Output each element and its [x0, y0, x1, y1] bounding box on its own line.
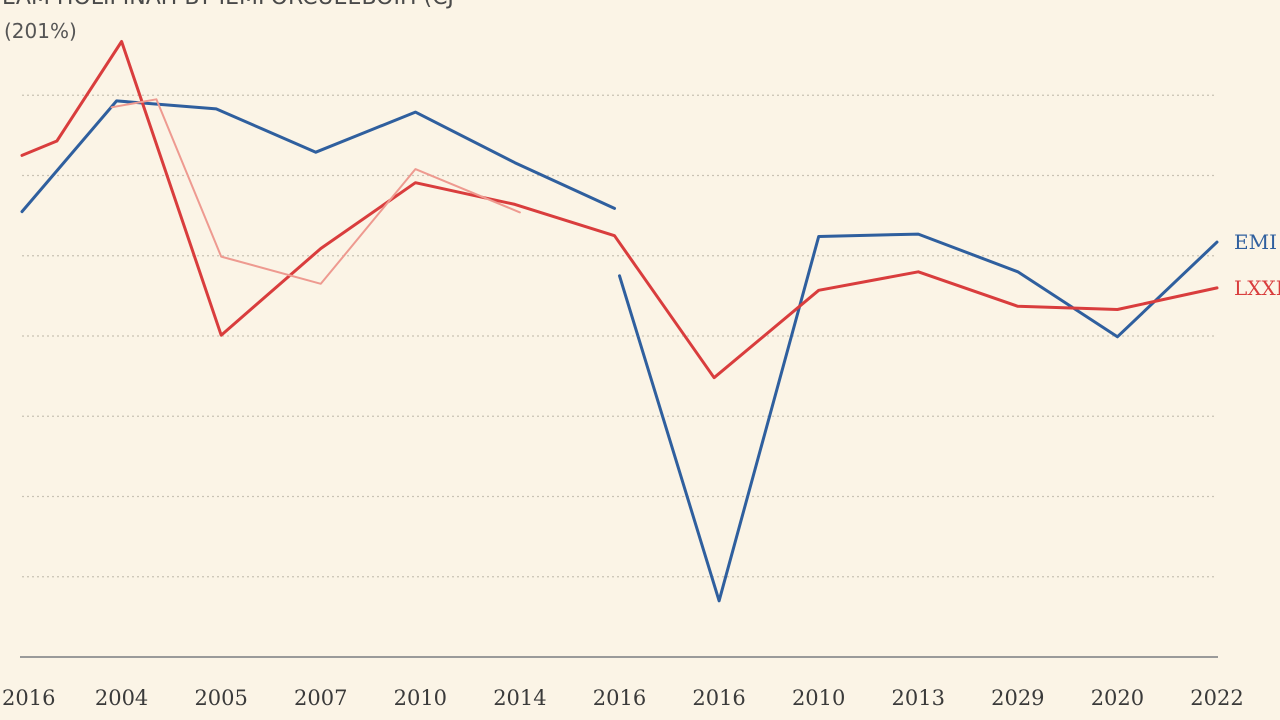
x-tick-label: 2022	[1190, 686, 1243, 710]
series-lines	[20, 40, 1219, 603]
chart-title: EAM HOLIPINAH BY IEMFORCUEEBOIH (CJ	[2, 0, 454, 10]
x-tick-label: 2007	[294, 686, 347, 710]
x-tick-label: 2016	[692, 686, 745, 710]
series-2-segment-0	[110, 98, 521, 285]
chart-subtitle: (201%)	[4, 19, 77, 43]
x-tick-label: 2016	[593, 686, 646, 710]
x-tick-label: 2016	[2, 686, 55, 710]
legend-label-0: EMI	[1234, 230, 1277, 254]
x-tick-label: 2004	[95, 686, 148, 710]
x-tick-label: 2013	[892, 686, 945, 710]
x-tick-label: 2020	[1091, 686, 1144, 710]
x-tick-labels: 2016 2004 2005 2007 2010 2014 2016 2016 2010 2013…	[2, 686, 1244, 710]
series-0-segment-0	[20, 99, 616, 214]
x-tick-label: 2029	[991, 686, 1044, 710]
x-tick-label: 2014	[493, 686, 546, 710]
legend-label-1: LXXI	[1234, 276, 1280, 300]
x-tick-label: 2005	[194, 686, 247, 710]
x-tick-label: 2010	[792, 686, 845, 710]
series-0-segment-1	[618, 232, 1219, 603]
series-1-segment-0	[20, 40, 1219, 380]
gridlines	[22, 94, 1217, 578]
legend: EMI LXXI	[1234, 230, 1280, 300]
x-tick-label: 2010	[394, 686, 447, 710]
